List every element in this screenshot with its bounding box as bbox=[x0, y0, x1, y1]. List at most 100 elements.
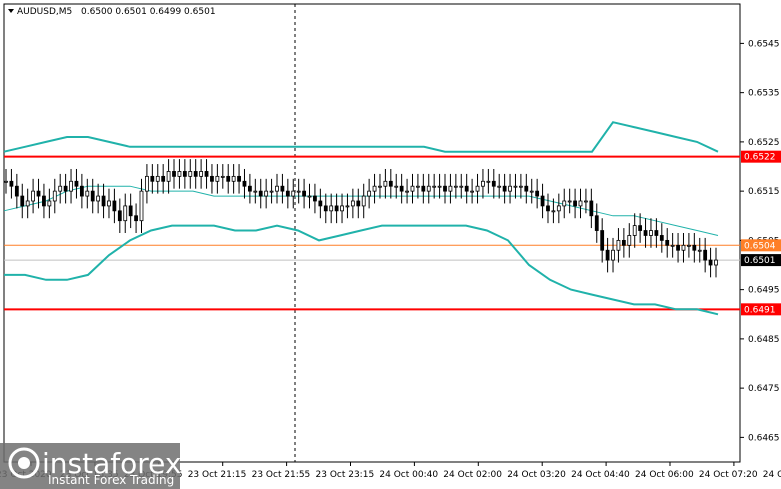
candle-body bbox=[470, 190, 475, 193]
candle-body bbox=[237, 175, 241, 182]
candle-body bbox=[47, 200, 52, 207]
candle-body bbox=[323, 205, 328, 212]
y-tick-label: 0.6515 bbox=[748, 187, 780, 197]
candle-body bbox=[481, 180, 485, 187]
candle-body bbox=[621, 239, 626, 246]
candle-body bbox=[448, 185, 453, 192]
candle-body bbox=[432, 185, 437, 188]
candle-body bbox=[491, 180, 496, 187]
candle-body bbox=[697, 249, 702, 252]
candle-body bbox=[210, 175, 214, 182]
candle-body bbox=[535, 190, 540, 197]
dropdown-arrow-icon[interactable] bbox=[8, 9, 14, 13]
price-tag-resistance bbox=[741, 150, 781, 163]
candle-body bbox=[340, 205, 344, 212]
y-tick-label: 0.6475 bbox=[748, 384, 780, 394]
x-tick-label: 23 Oct 21:55 bbox=[252, 470, 311, 480]
candle-body bbox=[464, 185, 469, 192]
x-tick-label: 24 Oct 06:00 bbox=[635, 470, 694, 480]
candle-body bbox=[524, 185, 529, 192]
candle-body bbox=[31, 190, 35, 202]
candle-body bbox=[42, 195, 46, 207]
candle-body bbox=[264, 190, 269, 197]
candle-body bbox=[600, 230, 605, 251]
candle-body bbox=[687, 244, 691, 247]
y-tick-label: 0.6465 bbox=[748, 433, 780, 443]
candle-body bbox=[166, 171, 171, 182]
candle-body bbox=[421, 185, 426, 192]
candle-body bbox=[334, 205, 339, 212]
price-tag-label: 0.6522 bbox=[744, 153, 776, 163]
candle-body bbox=[584, 200, 588, 203]
candle-body bbox=[275, 185, 279, 192]
candle-body bbox=[117, 210, 122, 222]
candle-body bbox=[58, 185, 63, 192]
candle-body bbox=[426, 185, 431, 192]
candle-body bbox=[63, 185, 68, 192]
candle-body bbox=[714, 259, 718, 266]
candle-body bbox=[215, 175, 220, 182]
candle-body bbox=[85, 190, 90, 197]
candle-body bbox=[643, 230, 648, 236]
candle-body bbox=[410, 185, 415, 192]
candle-body bbox=[367, 190, 372, 197]
candle-body bbox=[242, 180, 247, 187]
bollinger-middle-band bbox=[3, 185, 719, 236]
candle-body bbox=[508, 185, 512, 192]
candle-body bbox=[14, 185, 19, 197]
candle-body bbox=[703, 249, 708, 261]
chart-header: AUDUSD,M5 0.6500 0.6501 0.6499 0.6501 bbox=[8, 7, 216, 17]
candle-body bbox=[107, 200, 111, 207]
candle-body bbox=[231, 175, 236, 182]
x-tick-label: 23 Oct 23:15 bbox=[316, 470, 375, 480]
candle-body bbox=[556, 205, 561, 212]
candle-body bbox=[486, 180, 491, 183]
candle-body bbox=[329, 205, 334, 212]
candle-body bbox=[112, 200, 117, 212]
y-tick-label: 0.6485 bbox=[748, 335, 780, 345]
bollinger-lower-band bbox=[4, 224, 719, 316]
candle-body bbox=[611, 249, 615, 261]
plot-frame bbox=[3, 3, 741, 463]
price-tag-signal bbox=[741, 239, 781, 252]
y-tick-label: 0.6535 bbox=[748, 89, 780, 99]
candle-body bbox=[188, 171, 193, 177]
horizontal-levels bbox=[4, 155, 740, 311]
candle-body bbox=[497, 185, 502, 188]
candle-body bbox=[551, 210, 556, 213]
price-tag-label: 0.6504 bbox=[744, 241, 776, 251]
candlestick-series bbox=[4, 159, 718, 278]
candle-body bbox=[589, 200, 594, 217]
candle-body bbox=[291, 190, 296, 197]
y-tick-label: 0.6495 bbox=[748, 286, 780, 296]
candle-body bbox=[226, 175, 231, 182]
candle-body bbox=[372, 185, 377, 192]
candle-body bbox=[258, 190, 263, 197]
candle-body bbox=[681, 244, 686, 251]
candle-body bbox=[20, 195, 25, 207]
candle-body bbox=[172, 171, 176, 177]
candle-body bbox=[616, 239, 621, 251]
x-tick-label: 24 Oct 02:00 bbox=[443, 470, 502, 480]
candle-body bbox=[269, 190, 274, 193]
candle-body bbox=[665, 239, 670, 246]
candle-body bbox=[155, 175, 160, 182]
price-tag-label: 0.6491 bbox=[744, 305, 776, 315]
candle-body bbox=[383, 180, 388, 187]
candle-body bbox=[676, 244, 680, 251]
candle-body bbox=[36, 190, 41, 197]
candle-body bbox=[708, 259, 713, 266]
candle-body bbox=[378, 185, 382, 188]
candle-body bbox=[307, 195, 312, 198]
candle-body bbox=[350, 200, 355, 207]
candle-body bbox=[193, 171, 198, 177]
candle-body bbox=[670, 244, 675, 247]
candle-body bbox=[475, 185, 480, 192]
candle-body bbox=[253, 190, 258, 193]
candle-body bbox=[220, 175, 225, 178]
candle-body bbox=[562, 200, 567, 207]
candle-body bbox=[654, 230, 659, 236]
candle-body bbox=[567, 200, 572, 203]
candle-body bbox=[302, 190, 306, 197]
